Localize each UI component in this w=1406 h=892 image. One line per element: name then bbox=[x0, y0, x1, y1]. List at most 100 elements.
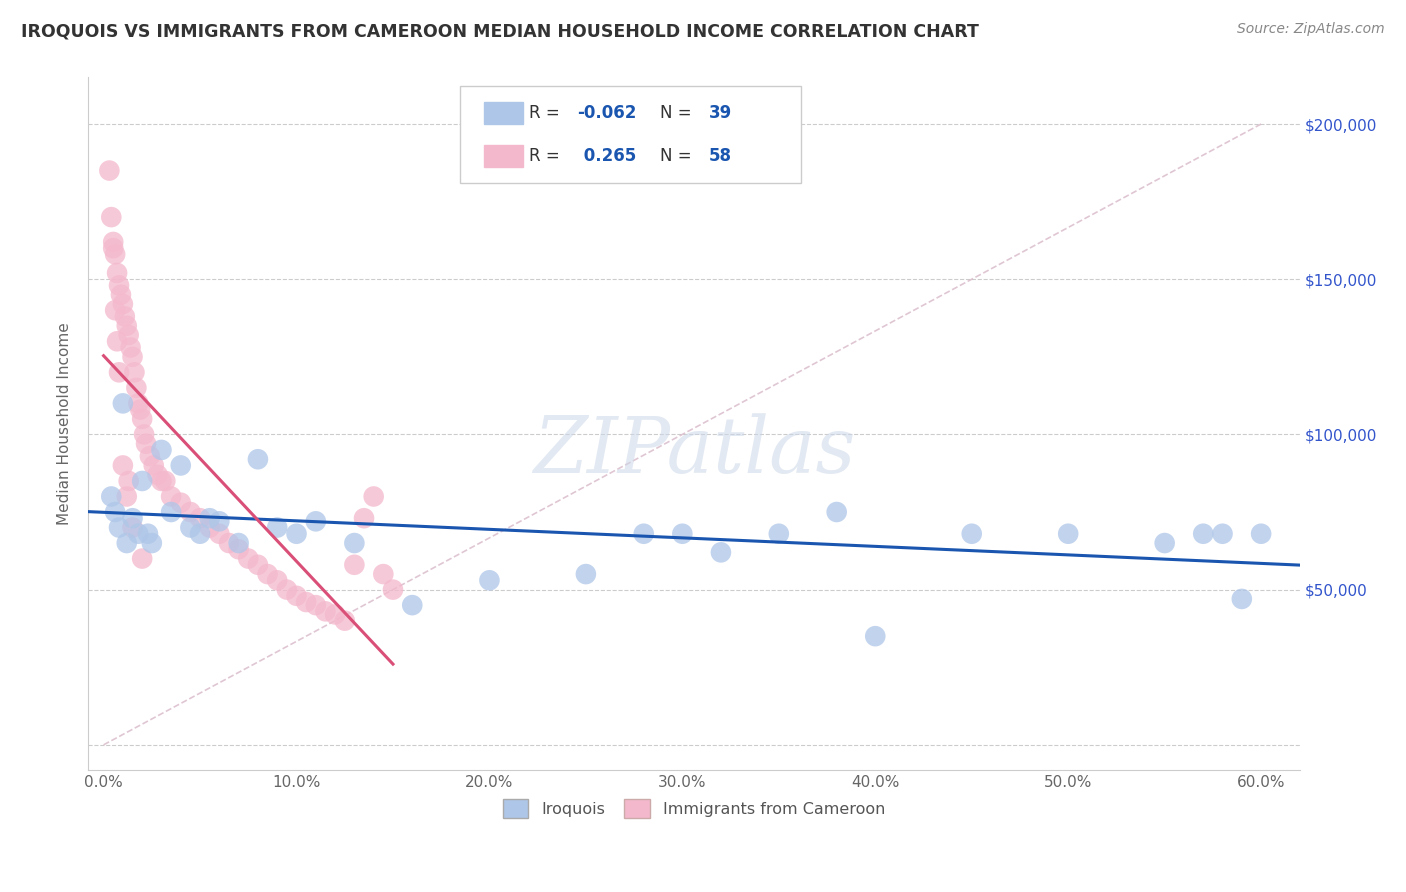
Point bbox=[121, 350, 143, 364]
Point bbox=[111, 396, 134, 410]
Point bbox=[125, 381, 148, 395]
Point bbox=[98, 163, 121, 178]
Point bbox=[131, 551, 153, 566]
Point bbox=[150, 442, 173, 457]
Point bbox=[104, 303, 127, 318]
Point bbox=[314, 604, 336, 618]
Point bbox=[139, 449, 162, 463]
Point bbox=[127, 526, 149, 541]
Point bbox=[333, 614, 356, 628]
Point bbox=[228, 536, 250, 550]
Point bbox=[478, 574, 501, 588]
Point bbox=[127, 396, 149, 410]
Point bbox=[710, 545, 733, 559]
Point bbox=[188, 511, 211, 525]
Point bbox=[170, 458, 193, 473]
Point bbox=[323, 607, 346, 622]
Point bbox=[218, 536, 240, 550]
Point bbox=[343, 536, 366, 550]
Text: 39: 39 bbox=[709, 103, 731, 122]
Point bbox=[110, 287, 132, 301]
Point bbox=[266, 574, 288, 588]
Point bbox=[246, 452, 269, 467]
Point bbox=[960, 526, 983, 541]
Text: R =: R = bbox=[529, 103, 565, 122]
Text: N =: N = bbox=[659, 147, 697, 165]
Point bbox=[132, 427, 155, 442]
Point bbox=[118, 328, 141, 343]
Text: 0.265: 0.265 bbox=[578, 147, 636, 165]
Text: IROQUOIS VS IMMIGRANTS FROM CAMEROON MEDIAN HOUSEHOLD INCOME CORRELATION CHART: IROQUOIS VS IMMIGRANTS FROM CAMEROON MED… bbox=[21, 22, 979, 40]
Point bbox=[108, 520, 131, 534]
Point bbox=[105, 334, 128, 349]
Point bbox=[100, 490, 122, 504]
Point bbox=[246, 558, 269, 572]
Point bbox=[179, 520, 201, 534]
Point bbox=[285, 526, 308, 541]
Point bbox=[305, 598, 328, 612]
Point bbox=[1153, 536, 1175, 550]
Point bbox=[150, 474, 173, 488]
Point bbox=[768, 526, 790, 541]
Point bbox=[179, 505, 201, 519]
Point bbox=[238, 551, 260, 566]
Point bbox=[108, 365, 131, 379]
Point bbox=[295, 595, 318, 609]
Point bbox=[115, 318, 138, 333]
Point bbox=[276, 582, 298, 597]
Text: 58: 58 bbox=[709, 147, 731, 165]
Point bbox=[575, 567, 598, 582]
FancyBboxPatch shape bbox=[460, 86, 800, 184]
Point bbox=[208, 526, 231, 541]
Point bbox=[285, 589, 308, 603]
Point bbox=[198, 520, 221, 534]
Point bbox=[146, 467, 169, 482]
Text: -0.062: -0.062 bbox=[578, 103, 637, 122]
Point bbox=[1057, 526, 1080, 541]
Point bbox=[121, 520, 143, 534]
Point bbox=[1230, 591, 1253, 606]
Point bbox=[305, 514, 328, 528]
Point bbox=[256, 567, 278, 582]
Point bbox=[633, 526, 655, 541]
Point bbox=[188, 526, 211, 541]
Point bbox=[100, 210, 122, 224]
Point bbox=[381, 582, 404, 597]
Point bbox=[141, 536, 163, 550]
Point bbox=[170, 496, 193, 510]
Point bbox=[135, 436, 157, 450]
Point bbox=[103, 241, 125, 255]
Point bbox=[103, 235, 125, 249]
Point bbox=[124, 365, 146, 379]
Point bbox=[353, 511, 375, 525]
Point bbox=[160, 505, 183, 519]
Point bbox=[111, 458, 134, 473]
Y-axis label: Median Household Income: Median Household Income bbox=[58, 322, 72, 524]
Point bbox=[104, 247, 127, 261]
Point bbox=[671, 526, 693, 541]
Point bbox=[155, 474, 177, 488]
Point bbox=[1250, 526, 1272, 541]
Point bbox=[343, 558, 366, 572]
Point bbox=[115, 490, 138, 504]
Point bbox=[825, 505, 848, 519]
Point bbox=[142, 458, 165, 473]
Point bbox=[111, 297, 134, 311]
Point bbox=[136, 526, 159, 541]
Point bbox=[131, 474, 153, 488]
Point bbox=[1212, 526, 1234, 541]
Point bbox=[108, 278, 131, 293]
Point bbox=[129, 402, 152, 417]
Point bbox=[115, 536, 138, 550]
Point bbox=[160, 490, 183, 504]
Text: Source: ZipAtlas.com: Source: ZipAtlas.com bbox=[1237, 22, 1385, 37]
Point bbox=[198, 511, 221, 525]
Point bbox=[1192, 526, 1215, 541]
Point bbox=[114, 310, 136, 324]
Text: N =: N = bbox=[659, 103, 697, 122]
Point bbox=[104, 505, 127, 519]
Point bbox=[363, 490, 385, 504]
Point bbox=[105, 266, 128, 280]
Point bbox=[373, 567, 395, 582]
Point bbox=[228, 542, 250, 557]
